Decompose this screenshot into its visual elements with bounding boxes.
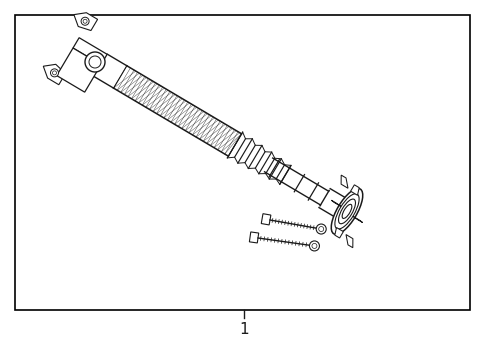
Bar [15,15,469,310]
Circle shape [50,69,59,77]
Polygon shape [73,38,107,65]
Ellipse shape [330,189,362,234]
Polygon shape [261,214,270,225]
Circle shape [81,17,89,25]
Polygon shape [249,232,258,243]
Circle shape [316,224,325,234]
Polygon shape [350,185,359,195]
Polygon shape [74,13,98,31]
Polygon shape [334,228,343,238]
Polygon shape [346,235,352,248]
Circle shape [85,52,105,72]
Text: 1: 1 [239,323,248,338]
Polygon shape [57,48,101,92]
Polygon shape [341,175,347,188]
Polygon shape [43,64,65,85]
Circle shape [309,241,319,251]
Polygon shape [331,200,340,206]
Polygon shape [352,216,362,222]
